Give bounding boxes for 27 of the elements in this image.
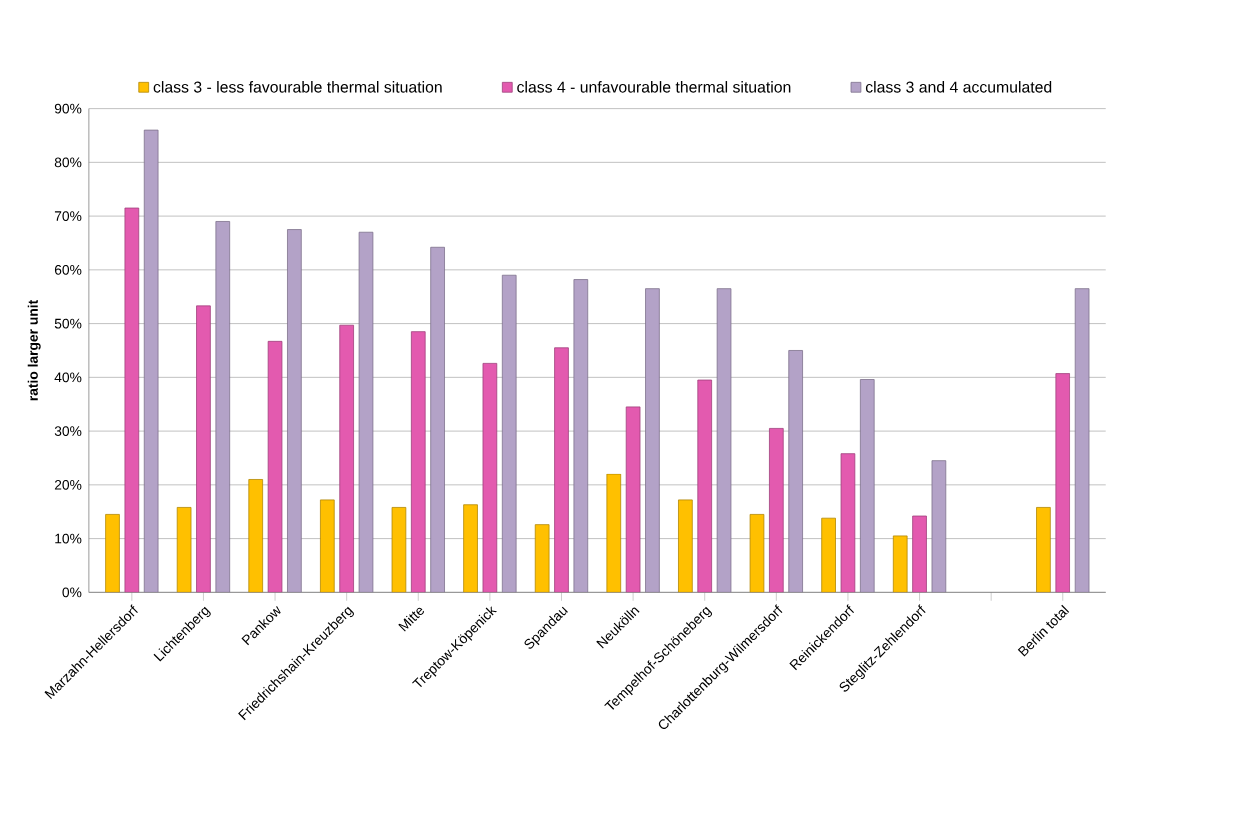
bar [645,288,660,593]
bar [501,275,517,593]
bar [196,305,211,593]
bar [931,460,947,593]
bar [430,247,445,593]
bar [105,514,120,593]
bar [143,130,159,593]
bar [554,347,569,593]
bar [248,479,264,593]
bar [215,221,231,593]
bar [716,288,732,593]
bar [358,232,374,593]
bar [912,515,927,593]
bar [769,428,784,593]
bar [463,504,478,593]
bar [1036,507,1051,593]
bar [821,518,836,593]
bar [1074,288,1090,593]
bar [573,279,589,593]
bar [287,229,302,593]
bar [697,379,713,593]
bar [678,499,693,593]
bar [788,350,803,593]
bar [410,331,426,593]
bar [320,499,335,593]
bar [339,325,354,593]
bar [859,379,875,593]
